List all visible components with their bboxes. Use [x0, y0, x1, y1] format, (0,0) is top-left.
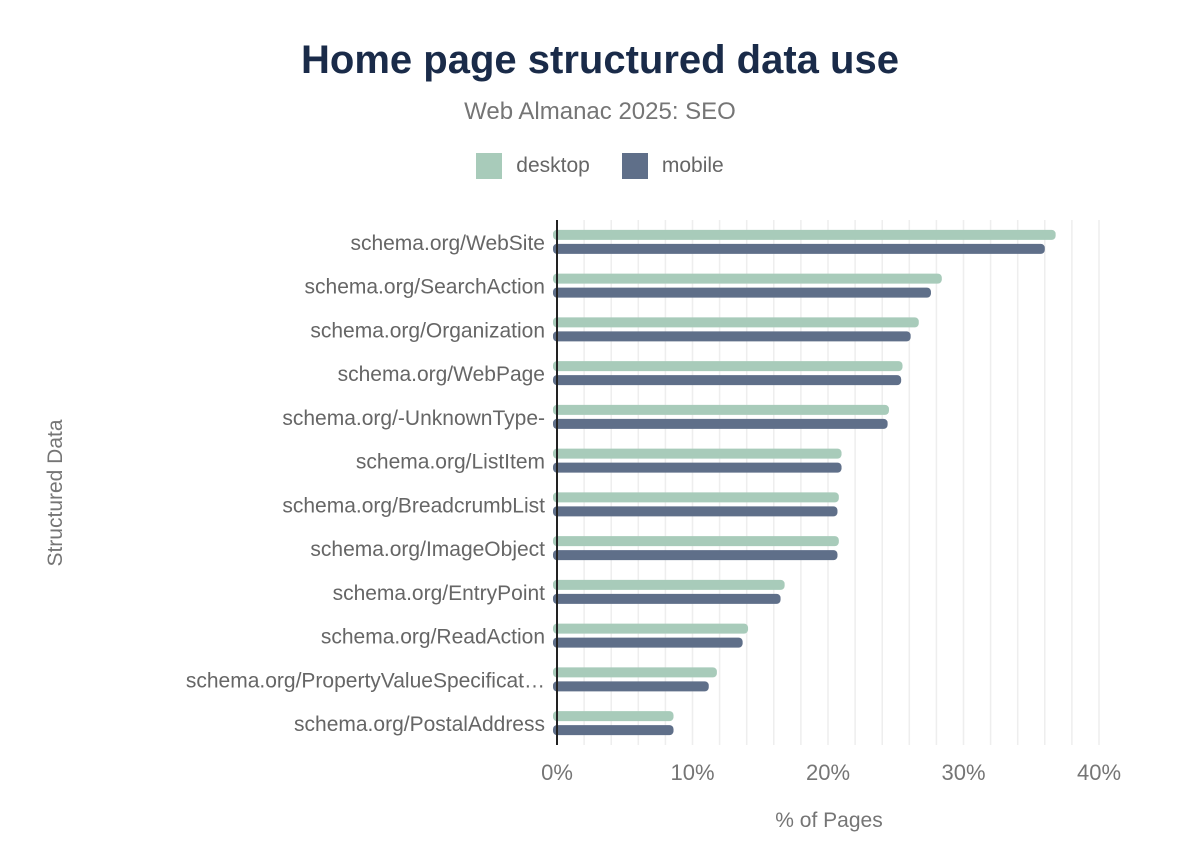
bar-mobile — [553, 593, 781, 604]
bar-mobile — [553, 287, 931, 298]
y-tick-label: schema.org/ListItem — [356, 451, 545, 474]
bar-mobile — [553, 462, 842, 473]
y-tick-label: schema.org/ImageObject — [310, 538, 545, 561]
bar-mobile — [553, 418, 888, 429]
bar-desktop — [553, 492, 839, 503]
bar-desktop — [553, 667, 717, 678]
chart-subtitle: Web Almanac 2025: SEO — [464, 98, 736, 125]
bar-mobile — [553, 681, 709, 692]
x-axis-label: % of Pages — [775, 809, 882, 832]
x-tick-label: 10% — [670, 760, 714, 785]
y-tick-label: schema.org/-UnknownType- — [282, 407, 545, 430]
legend-label-mobile: mobile — [661, 154, 724, 177]
x-tick-label: 30% — [941, 760, 985, 785]
bar-desktop — [553, 404, 889, 415]
chart-title: Home page structured data use — [301, 38, 899, 82]
bar-mobile — [553, 331, 911, 342]
y-tick-label: schema.org/PostalAddress — [294, 713, 545, 736]
y-axis-label: Structured Data — [44, 419, 67, 566]
bar-mobile — [553, 550, 838, 561]
y-tick-label: schema.org/ReadAction — [321, 626, 545, 649]
bar-desktop — [553, 623, 749, 634]
legend-item-desktop[interactable]: desktop — [476, 153, 590, 179]
y-tick-label: schema.org/EntryPoint — [333, 582, 546, 605]
y-tick-label: schema.org/PropertyValueSpecificat… — [186, 669, 545, 692]
x-tick-label: 20% — [806, 760, 850, 785]
bar-desktop — [553, 711, 674, 722]
bar-desktop — [553, 361, 903, 372]
bar-desktop — [553, 448, 842, 459]
bar-desktop — [553, 579, 785, 590]
y-tick-label: schema.org/WebSite — [350, 232, 545, 255]
y-tick-label: schema.org/BreadcrumbList — [282, 494, 545, 517]
y-tick-label: schema.org/Organization — [310, 319, 545, 342]
legend-label-desktop: desktop — [516, 154, 590, 177]
x-tick-label: 40% — [1077, 760, 1121, 785]
legend-swatch-mobile — [621, 153, 648, 179]
bar-mobile — [553, 375, 902, 386]
bar-mobile — [553, 725, 674, 736]
bar-mobile — [553, 506, 838, 517]
bar-desktop — [553, 317, 919, 328]
bar-desktop — [553, 536, 839, 547]
y-tick-label: schema.org/SearchAction — [305, 276, 545, 299]
bar-desktop — [553, 273, 942, 284]
legend-swatch-desktop — [476, 153, 503, 179]
bar-mobile — [553, 243, 1045, 254]
legend: desktop mobile — [0, 153, 1200, 179]
x-tick-label: 0% — [541, 760, 573, 785]
bar-mobile — [553, 637, 743, 648]
y-tick-label: schema.org/WebPage — [338, 363, 545, 386]
bar-desktop — [553, 229, 1056, 240]
legend-item-mobile[interactable]: mobile — [621, 153, 724, 179]
